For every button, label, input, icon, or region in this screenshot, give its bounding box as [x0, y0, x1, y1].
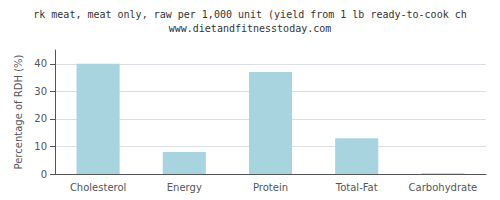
svg-text:www.dietandfitnesstoday.com: www.dietandfitnesstoday.com — [169, 23, 332, 34]
svg-text:Percentage of RDH (%): Percentage of RDH (%) — [13, 54, 24, 169]
svg-text:Cholesterol: Cholesterol — [70, 182, 126, 193]
svg-text:0: 0 — [41, 169, 47, 180]
svg-text:rk meat, meat only, raw per 1,: rk meat, meat only, raw per 1,000 unit (… — [33, 9, 466, 20]
svg-text:20: 20 — [34, 113, 47, 124]
svg-text:40: 40 — [34, 58, 47, 69]
svg-text:Protein: Protein — [253, 182, 288, 193]
svg-text:Energy: Energy — [167, 182, 202, 193]
svg-text:Carbohydrate: Carbohydrate — [409, 182, 478, 193]
svg-text:30: 30 — [34, 86, 47, 97]
svg-text:10: 10 — [34, 141, 47, 152]
svg-text:Total-Fat: Total-Fat — [335, 182, 378, 193]
